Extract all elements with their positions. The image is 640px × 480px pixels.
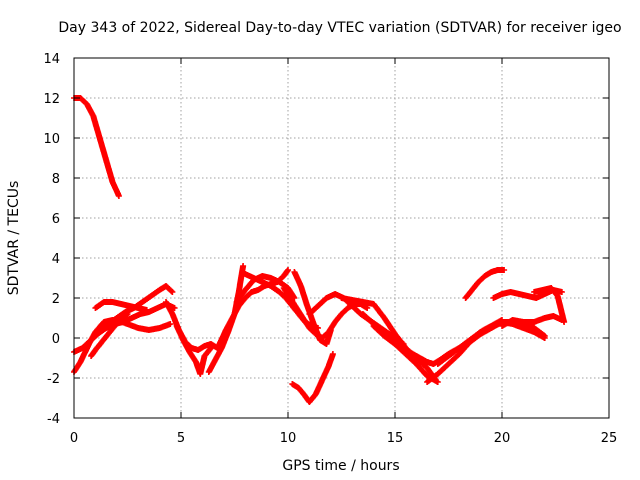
data-point-markers <box>71 95 122 199</box>
data-point-markers <box>113 317 174 333</box>
series-arc-23 <box>462 267 508 301</box>
y-axis-title: SDTVAR / TECUs <box>6 181 22 296</box>
y-tick-label: 8 <box>52 172 60 187</box>
y-tick-label: 12 <box>43 92 60 107</box>
series-arc-12 <box>233 273 298 305</box>
data-point-markers <box>92 299 150 313</box>
x-axis-title: GPS time / hours <box>282 458 399 474</box>
series-arc-01 <box>71 95 122 199</box>
y-tick-label: 14 <box>43 52 60 67</box>
series-arc-05 <box>92 299 150 313</box>
data-point-markers <box>173 323 214 377</box>
data-point-markers <box>531 285 568 325</box>
grid <box>74 58 609 418</box>
data-points <box>71 95 568 405</box>
y-tick-label: 10 <box>43 132 60 147</box>
y-tick-label: 0 <box>52 332 60 347</box>
series-arc-07 <box>113 317 174 333</box>
data-point-markers <box>205 263 247 375</box>
y-tick-label: 2 <box>52 292 60 307</box>
chart-title: Day 343 of 2022, Sidereal Day-to-day VTE… <box>58 20 621 36</box>
x-tick-label: 20 <box>494 431 511 446</box>
series-arc-25 <box>499 313 565 329</box>
x-tick-label: 25 <box>601 431 618 446</box>
y-tick-label: 4 <box>52 252 60 267</box>
series-arc-26 <box>531 285 568 325</box>
y-tick-label: -4 <box>47 412 60 427</box>
data-point-markers <box>233 273 298 305</box>
x-tick-label: 5 <box>177 431 185 446</box>
axis-ticks <box>73 57 610 419</box>
series-arc-10 <box>205 263 247 375</box>
data-point-markers <box>462 267 508 301</box>
data-point-markers <box>289 351 336 405</box>
y-tick-label: 6 <box>52 212 60 227</box>
series-arc-09 <box>173 323 214 377</box>
data-point-markers <box>499 313 565 329</box>
x-tick-label: 10 <box>280 431 297 446</box>
x-tick-label: 15 <box>387 431 404 446</box>
series-arc-16 <box>289 351 336 405</box>
plot-frame <box>73 57 610 419</box>
x-tick-label: 0 <box>70 431 78 446</box>
tick-labels: 0 5 10 15 20 25 -4 -2 0 2 4 6 8 10 12 14 <box>43 52 617 446</box>
y-tick-label: -2 <box>47 372 60 387</box>
